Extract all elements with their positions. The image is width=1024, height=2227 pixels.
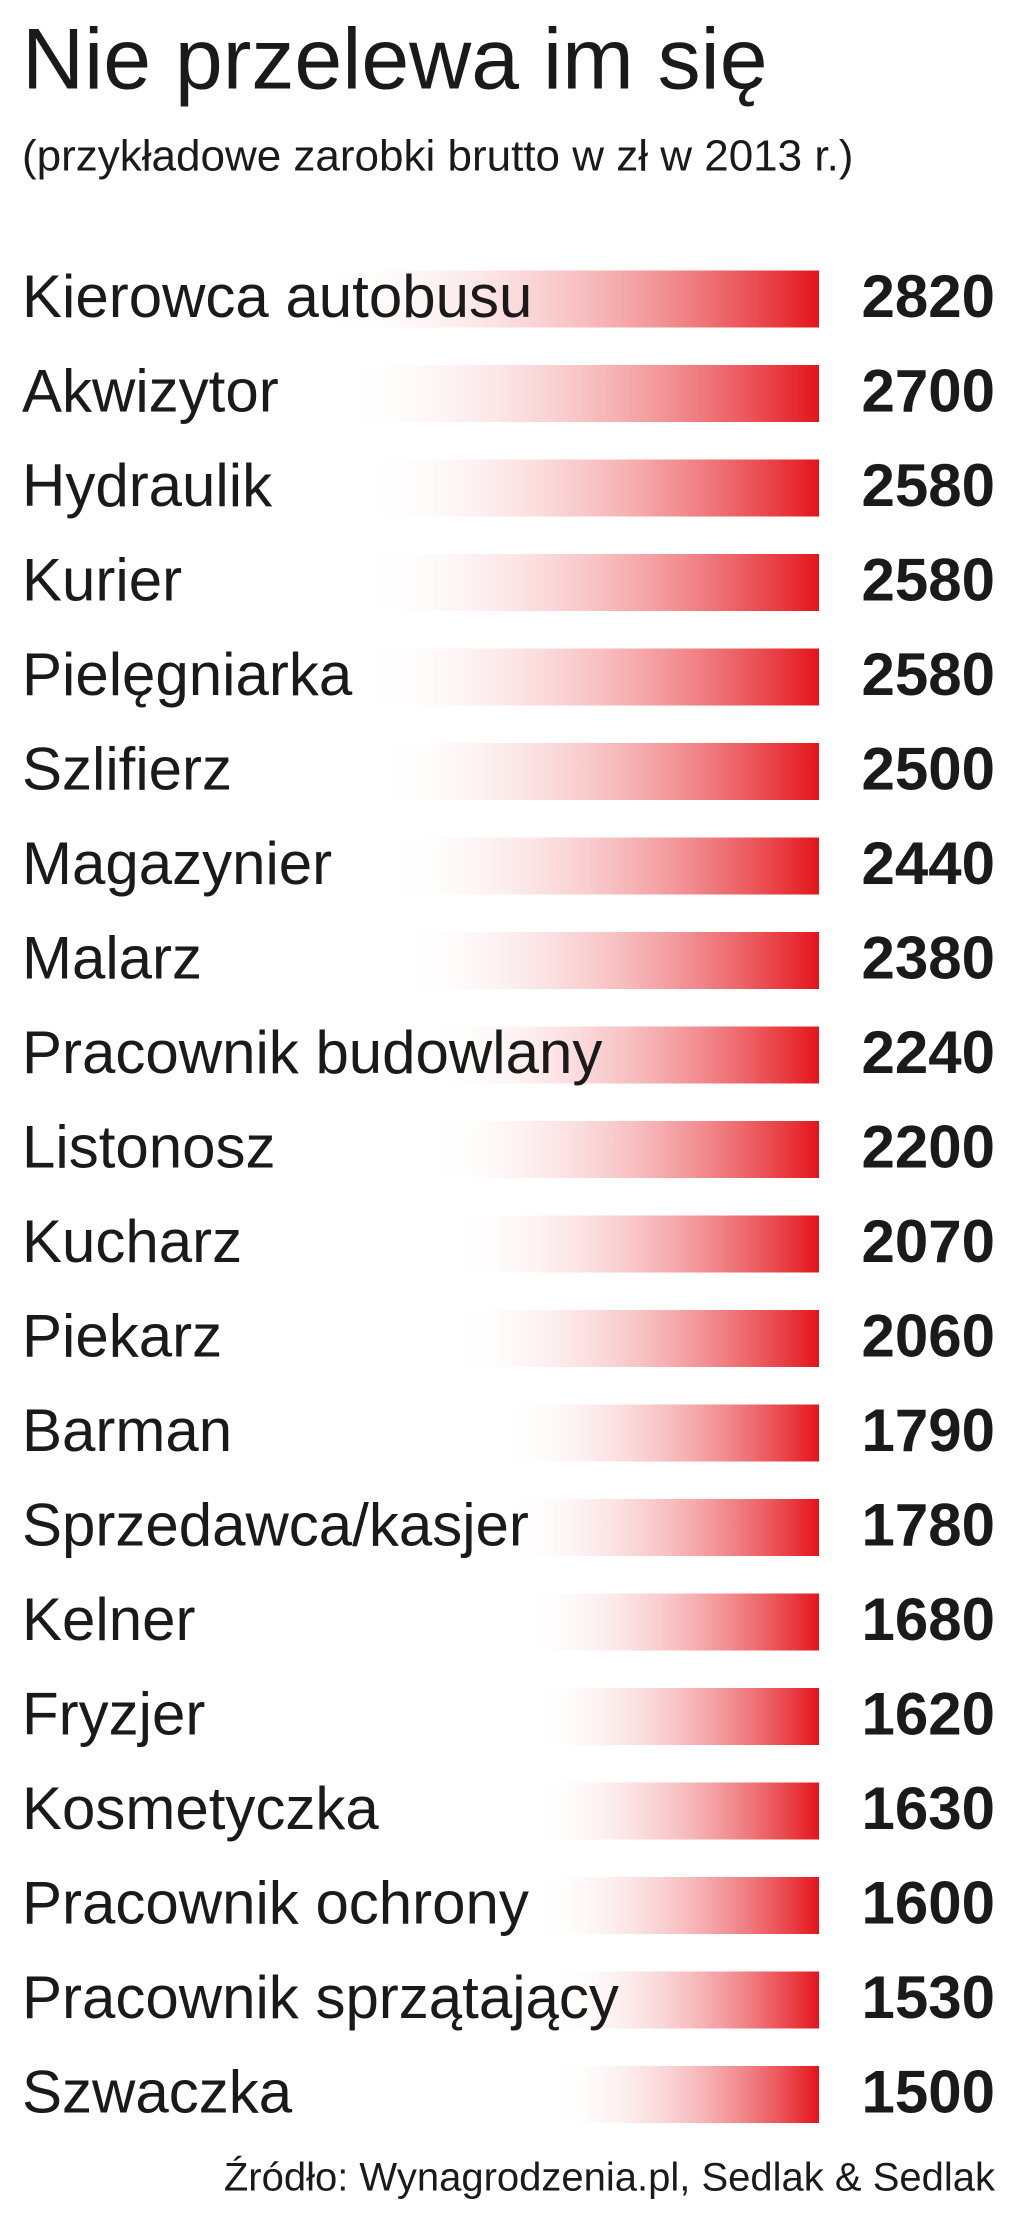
value-label: 2580: [862, 641, 995, 708]
category-label: Kucharz: [22, 1208, 242, 1275]
bar: [531, 1688, 819, 1745]
bar: [529, 1782, 819, 1840]
category-label: Malarz: [22, 924, 202, 991]
bar: [340, 365, 819, 422]
value-label: 1780: [862, 1491, 995, 1558]
value-label: 1790: [862, 1397, 995, 1464]
bar: [451, 1215, 819, 1273]
value-label: 1600: [862, 1869, 995, 1936]
bar: [319, 270, 819, 328]
bar: [453, 1310, 819, 1367]
value-label: 2070: [862, 1208, 995, 1275]
bar: [501, 1404, 819, 1462]
value-label: 2200: [862, 1113, 995, 1180]
bar: [428, 1121, 819, 1178]
value-label: 2380: [862, 924, 995, 991]
source-note: Źródło: Wynagrodzenia.pl, Sedlak & Sedla…: [224, 2155, 996, 2200]
value-label: 2700: [862, 357, 995, 424]
category-label: Pielęgniarka: [22, 641, 353, 708]
value-label: 2440: [862, 830, 995, 897]
chart-title: Nie przelewa im się: [22, 12, 768, 108]
category-label: Pracownik sprzątający: [22, 1964, 619, 2031]
category-label: Hydraulik: [22, 452, 273, 519]
value-label: 1630: [862, 1775, 995, 1842]
category-label: Szwaczka: [22, 2058, 293, 2125]
value-label: 2500: [862, 735, 995, 802]
bar: [503, 1499, 819, 1556]
value-label: 2820: [862, 263, 995, 330]
category-label: Akwizytor: [22, 357, 279, 424]
bar: [361, 459, 819, 517]
value-label: 1500: [862, 2058, 995, 2125]
bar: [361, 554, 819, 611]
category-label: Kurier: [22, 546, 182, 613]
category-label: Piekarz: [22, 1302, 222, 1369]
bar: [386, 837, 819, 895]
category-label: Fryzjer: [22, 1680, 205, 1747]
bar: [535, 1877, 819, 1934]
bar: [361, 648, 819, 706]
category-label: Pracownik ochrony: [22, 1869, 529, 1936]
value-label: 1620: [862, 1680, 995, 1747]
value-label: 1530: [862, 1964, 995, 2031]
value-label: 2060: [862, 1302, 995, 1369]
value-label: 1680: [862, 1586, 995, 1653]
category-label: Kosmetyczka: [22, 1775, 379, 1842]
category-label: Pracownik budowlany: [22, 1019, 602, 1086]
bar: [375, 743, 819, 800]
category-label: Szlifierz: [22, 735, 232, 802]
bar: [521, 1593, 819, 1651]
value-label: 2240: [862, 1019, 995, 1086]
value-label: 2580: [862, 452, 995, 519]
category-label: Magazynier: [22, 830, 332, 897]
bar: [421, 1026, 819, 1084]
category-label: Sprzedawca/kasjer: [22, 1491, 529, 1558]
category-label: Barman: [22, 1397, 232, 1464]
category-label: Listonosz: [22, 1113, 275, 1180]
chart-subtitle: (przykładowe zarobki brutto w zł w 2013 …: [22, 132, 853, 181]
value-label: 2580: [862, 546, 995, 613]
bar: [547, 1971, 819, 2029]
bar: [553, 2066, 819, 2123]
category-label: Kelner: [22, 1586, 195, 1653]
category-label: Kierowca autobusu: [22, 263, 532, 330]
bar: [397, 932, 819, 989]
